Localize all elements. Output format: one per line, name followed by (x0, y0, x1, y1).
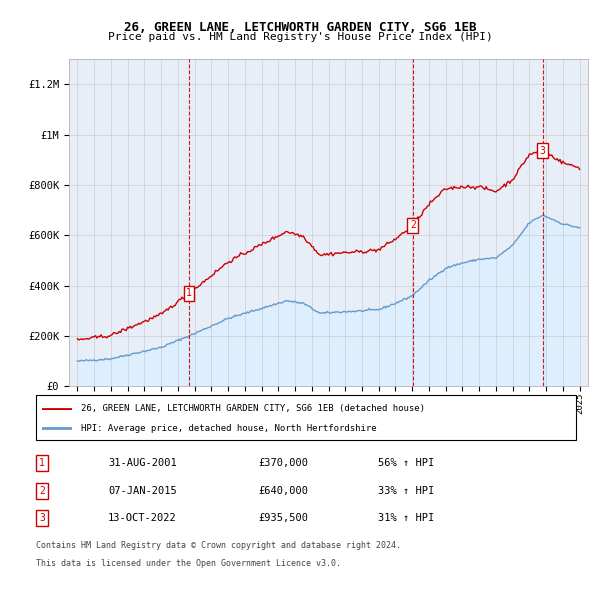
Text: 2: 2 (39, 486, 45, 496)
Text: 1: 1 (39, 458, 45, 468)
Text: 31% ↑ HPI: 31% ↑ HPI (378, 513, 434, 523)
Text: Contains HM Land Registry data © Crown copyright and database right 2024.: Contains HM Land Registry data © Crown c… (36, 541, 401, 550)
Text: 26, GREEN LANE, LETCHWORTH GARDEN CITY, SG6 1EB: 26, GREEN LANE, LETCHWORTH GARDEN CITY, … (124, 21, 476, 34)
Text: HPI: Average price, detached house, North Hertfordshire: HPI: Average price, detached house, Nort… (81, 424, 377, 433)
Text: 07-JAN-2015: 07-JAN-2015 (108, 486, 177, 496)
Text: £935,500: £935,500 (258, 513, 308, 523)
Text: Price paid vs. HM Land Registry's House Price Index (HPI): Price paid vs. HM Land Registry's House … (107, 32, 493, 42)
Text: 33% ↑ HPI: 33% ↑ HPI (378, 486, 434, 496)
Text: 13-OCT-2022: 13-OCT-2022 (108, 513, 177, 523)
Text: £640,000: £640,000 (258, 486, 308, 496)
Text: 3: 3 (539, 146, 545, 156)
Text: 31-AUG-2001: 31-AUG-2001 (108, 458, 177, 468)
Text: 56% ↑ HPI: 56% ↑ HPI (378, 458, 434, 468)
Text: 3: 3 (39, 513, 45, 523)
Text: £370,000: £370,000 (258, 458, 308, 468)
Text: 1: 1 (186, 289, 192, 299)
Text: 26, GREEN LANE, LETCHWORTH GARDEN CITY, SG6 1EB (detached house): 26, GREEN LANE, LETCHWORTH GARDEN CITY, … (81, 404, 425, 413)
Text: 2: 2 (410, 220, 416, 230)
Text: This data is licensed under the Open Government Licence v3.0.: This data is licensed under the Open Gov… (36, 559, 341, 568)
